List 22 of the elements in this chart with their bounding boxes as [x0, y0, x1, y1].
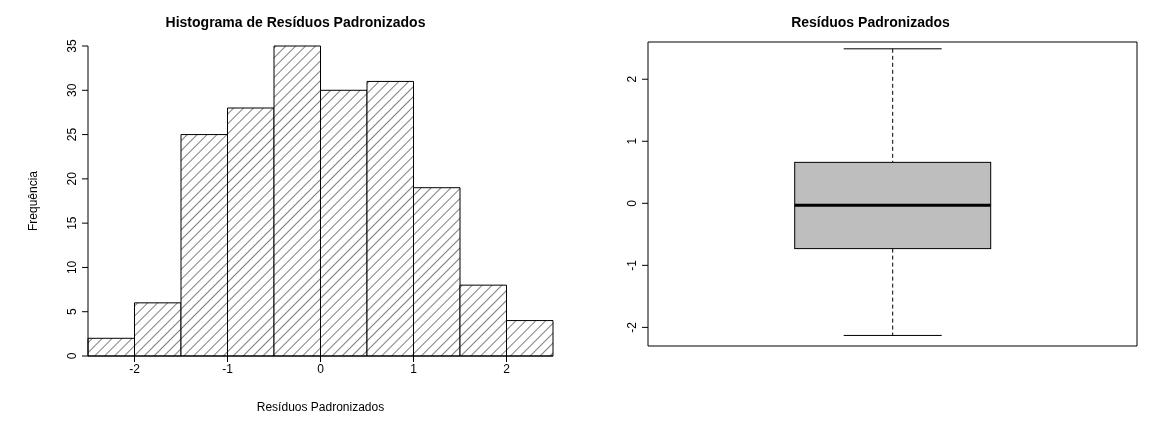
x-tick-label: 2 [503, 361, 511, 376]
x-tick-label: 0 [317, 361, 325, 376]
x-tick-label: -2 [129, 361, 141, 376]
y-tick-label: 35 [65, 39, 79, 53]
x-axis-title: Resíduos Padronizados [256, 400, 385, 414]
y-tick-label: 20 [65, 171, 79, 186]
y-tick-label: 1 [625, 137, 639, 145]
y-tick-label: 25 [65, 127, 79, 142]
y-tick-label: -2 [625, 321, 639, 333]
y-tick-label: -1 [625, 259, 639, 271]
y-axis-title: Frequência [26, 170, 41, 232]
y-tick-label: 0 [625, 199, 639, 207]
y-tick-label: 2 [625, 75, 639, 83]
y-tick-label: 10 [65, 260, 79, 275]
y-tick-label: 15 [65, 216, 79, 230]
x-tick-label: -1 [222, 361, 234, 376]
y-tick-label: 30 [65, 83, 79, 97]
y-tick-label: 0 [65, 352, 79, 360]
chart-title: Histograma de Resíduos Padronizados [164, 13, 427, 32]
y-tick-label: 5 [65, 308, 79, 316]
chart-title: Resíduos Padronizados [790, 13, 951, 32]
x-tick-label: 1 [410, 361, 418, 376]
